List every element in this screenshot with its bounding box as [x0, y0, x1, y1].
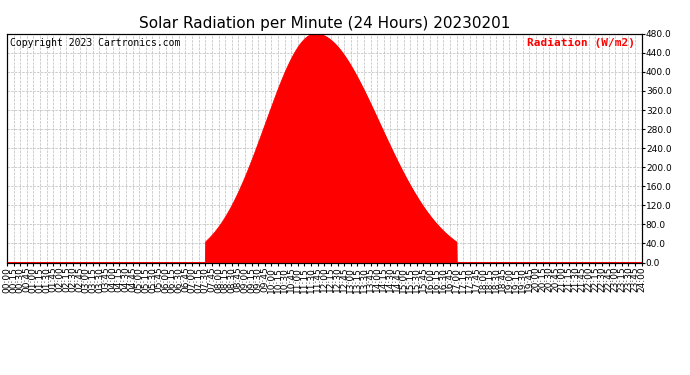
Title: Solar Radiation per Minute (24 Hours) 20230201: Solar Radiation per Minute (24 Hours) 20…	[139, 16, 510, 31]
Text: Copyright 2023 Cartronics.com: Copyright 2023 Cartronics.com	[10, 38, 181, 48]
Text: Radiation (W/m2): Radiation (W/m2)	[527, 38, 635, 48]
